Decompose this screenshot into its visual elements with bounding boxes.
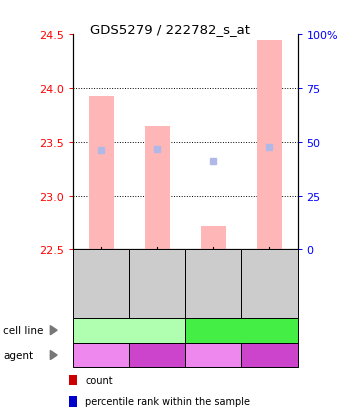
Bar [201,226,226,250]
Text: percentile rank within the sample: percentile rank within the sample [85,396,250,406]
Bar [257,40,282,250]
Text: pristimerin: pristimerin [136,351,178,360]
Bar [88,96,114,250]
Text: GDS5279 / 222782_s_at: GDS5279 / 222782_s_at [90,23,250,36]
Text: DMSO: DMSO [198,350,229,360]
Text: H929: H929 [114,324,145,337]
Text: pristimerin: pristimerin [249,351,290,360]
Text: GSM351747: GSM351747 [153,256,162,311]
Text: GSM351749: GSM351749 [265,256,274,311]
Text: U266: U266 [226,324,257,337]
Text: GSM351746: GSM351746 [97,256,106,311]
Text: DMSO: DMSO [85,350,117,360]
Bar [144,126,170,250]
Text: cell line: cell line [3,325,44,335]
Text: count: count [85,375,113,385]
Text: GSM351748: GSM351748 [209,256,218,311]
Text: agent: agent [3,350,34,360]
